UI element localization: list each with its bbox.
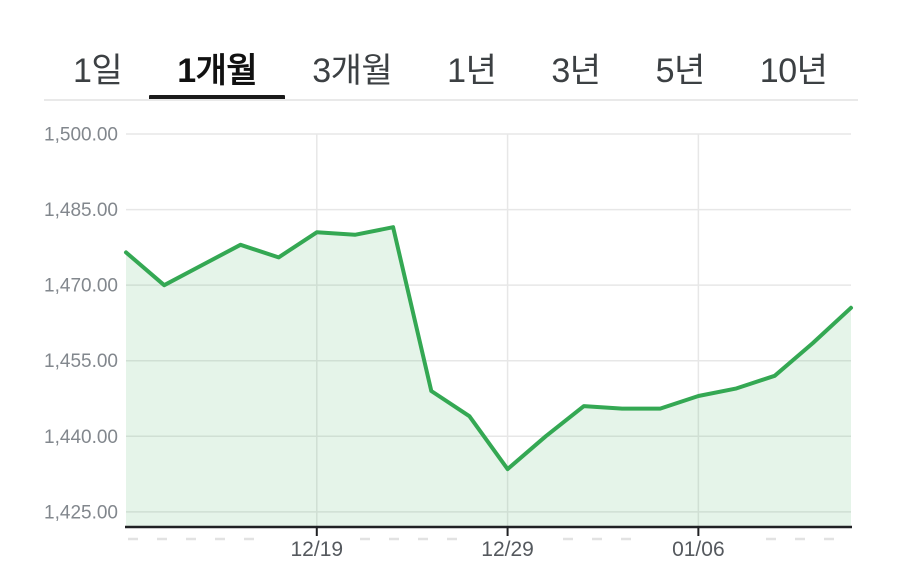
- x-axis-label: 01/06: [672, 538, 725, 561]
- y-axis-label: 1,440.00: [44, 427, 118, 448]
- y-axis-label: 1,485.00: [44, 200, 118, 221]
- y-axis-label: 1,425.00: [44, 502, 118, 523]
- y-axis-label: 1,470.00: [44, 276, 118, 297]
- period-tabs: 1일 1개월 3개월 1년 3년 5년 10년: [73, 36, 828, 100]
- area-fill: [126, 227, 851, 527]
- price-line: [124, 225, 853, 472]
- tab-10y[interactable]: 10년: [759, 52, 828, 90]
- tabs-divider: [44, 99, 858, 101]
- tab-3m[interactable]: 3개월: [312, 52, 393, 90]
- y-axis-label: 1,455.00: [44, 351, 118, 372]
- x-axis-label: 12/29: [481, 538, 534, 561]
- tab-5y[interactable]: 5년: [655, 52, 706, 90]
- y-axis-label: 1,500.00: [44, 125, 118, 146]
- x-axis-label: 12/19: [291, 538, 344, 561]
- tab-1m[interactable]: 1개월: [149, 36, 286, 100]
- tab-1d[interactable]: 1일: [73, 52, 123, 90]
- tab-1y[interactable]: 1년: [447, 52, 497, 90]
- tab-3y[interactable]: 3년: [551, 52, 601, 90]
